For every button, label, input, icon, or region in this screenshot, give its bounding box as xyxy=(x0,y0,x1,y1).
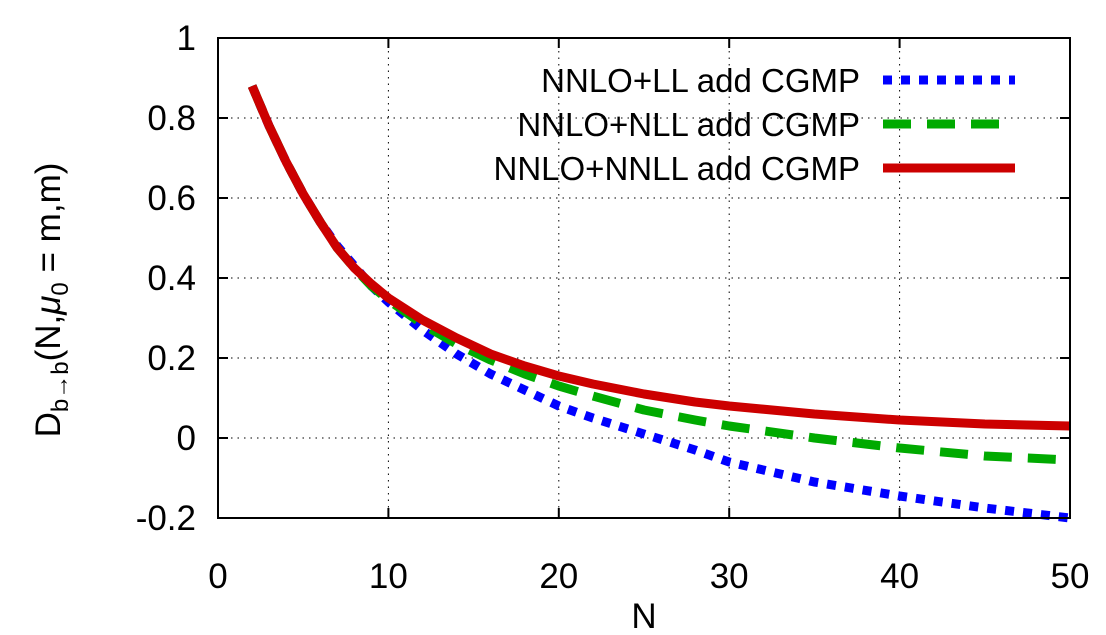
y-tick-label: -0.2 xyxy=(136,499,196,538)
x-tick-label: 50 xyxy=(1051,557,1090,596)
y-axis-title-mu: μ xyxy=(29,296,68,316)
y-tick-label: 0.6 xyxy=(147,179,196,218)
legend: NNLO+LL add CGMP NNLO+NLL add CGMP NNLO+NN… xyxy=(494,62,1015,187)
x-tick-label: 0 xyxy=(208,557,227,596)
y-axis-title-mu-subscript: 0 xyxy=(47,282,74,295)
legend-label-2: NNLO+NLL add CGMP xyxy=(517,106,860,143)
y-axis-title-main-subscript: b→b xyxy=(47,361,74,412)
grid xyxy=(218,38,1070,518)
y-axis-title-args-open: (N, xyxy=(29,315,68,362)
y-tick-label: 0.8 xyxy=(147,99,196,138)
x-tick-label: 10 xyxy=(369,557,408,596)
y-axis-title: Db→b(N,μ0 = m,m) xyxy=(29,163,74,438)
y-axis-title-args-close: = m,m) xyxy=(29,163,68,283)
x-tick-label: 20 xyxy=(539,557,578,596)
series-layer xyxy=(247,84,1071,523)
y-tick-label: 0.4 xyxy=(147,259,196,298)
y-tick-label: 0.2 xyxy=(147,339,196,378)
legend-label-1: NNLO+LL add CGMP xyxy=(541,62,860,99)
series-line-1 xyxy=(247,84,1071,523)
axis-ticks: -0.200.20.40.60.810 10 20 30 40 50 xyxy=(136,19,1090,596)
x-tick-label: 30 xyxy=(710,557,749,596)
series-line-3 xyxy=(247,84,1071,431)
y-tick-label: 0 xyxy=(177,419,196,458)
legend-label-3: NNLO+NNLL add CGMP xyxy=(494,150,861,187)
y-axis-title-main: D xyxy=(29,412,68,437)
y-tick-label: 1 xyxy=(177,19,196,58)
x-axis-title: N xyxy=(631,597,656,635)
x-tick-label: 40 xyxy=(880,557,919,596)
